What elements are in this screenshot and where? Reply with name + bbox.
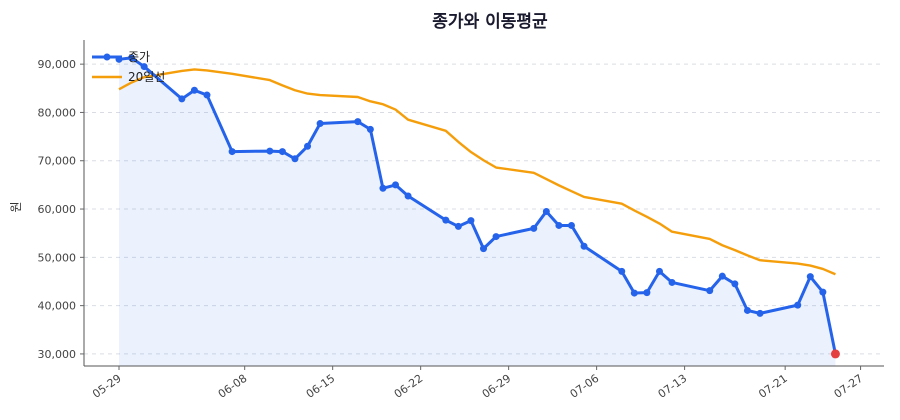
- y-tick-label: 30,000: [38, 348, 77, 361]
- close-point: [567, 221, 575, 229]
- y-tick-label: 80,000: [38, 106, 77, 119]
- close-point: [316, 120, 324, 128]
- close-point: [392, 181, 400, 189]
- close-point: [630, 289, 638, 297]
- x-tick-label: 07-21: [756, 372, 790, 401]
- close-point: [140, 63, 148, 71]
- close-point: [819, 288, 827, 296]
- legend: 종가 20일선: [92, 50, 165, 84]
- y-tick-label: 50,000: [38, 251, 77, 264]
- close-point: [806, 273, 814, 281]
- close-point: [228, 148, 236, 156]
- y-tick-label: 70,000: [38, 155, 77, 168]
- close-point: [128, 54, 136, 62]
- x-tick-label: 06-15: [304, 372, 338, 401]
- close-point: [492, 233, 500, 241]
- close-point: [618, 267, 626, 275]
- close-point: [178, 95, 186, 103]
- close-point: [354, 118, 362, 126]
- x-tick-label: 06-08: [216, 372, 250, 401]
- x-tick-label: 07-27: [832, 372, 866, 401]
- close-point: [404, 192, 412, 200]
- x-tick-label: 07-06: [568, 372, 602, 401]
- close-markers: [115, 54, 840, 359]
- close-point: [743, 306, 751, 314]
- close-point: [555, 221, 563, 229]
- close-point: [542, 207, 550, 215]
- x-tick-label: 05-29: [90, 372, 124, 401]
- close-point: [668, 278, 676, 286]
- x-tick-label: 07-13: [656, 372, 690, 401]
- close-area-fill: [119, 57, 836, 366]
- close-point: [706, 287, 714, 295]
- y-tick-label: 60,000: [38, 203, 77, 216]
- y-tick-label: 40,000: [38, 300, 77, 313]
- close-point: [454, 222, 462, 230]
- close-point: [203, 91, 211, 99]
- close-point: [304, 142, 312, 150]
- y-ticks: 30,000 40,000 50,000 60,000 70,000 80,000 90,0…: [38, 58, 84, 361]
- y-tick-label: 90,000: [38, 58, 77, 71]
- close-point: [643, 289, 651, 297]
- x-tick-label: 06-29: [480, 372, 514, 401]
- close-point: [190, 86, 198, 94]
- close-area: [119, 57, 836, 366]
- close-point: [467, 217, 475, 225]
- legend-label-ma20: 20일선: [128, 70, 165, 84]
- legend-marker-close: [103, 53, 111, 61]
- axes: [83, 40, 884, 367]
- close-point: [266, 147, 274, 155]
- close-point: [731, 280, 739, 288]
- close-point: [756, 309, 764, 317]
- close-point: [580, 242, 588, 250]
- series-line-ma20: [118, 68, 836, 276]
- x-ticks: 05-29 06-08 06-15 06-22 06-29 07-06 07-13 07-21…: [90, 366, 865, 401]
- close-point: [366, 125, 374, 133]
- close-point: [530, 224, 538, 232]
- close-point: [794, 301, 802, 309]
- close-point: [442, 216, 450, 224]
- y-axis-label: 원: [9, 201, 23, 212]
- close-last-point: [830, 349, 840, 359]
- close-point: [291, 155, 299, 163]
- close-point: [278, 148, 286, 156]
- legend-label-close: 종가: [128, 50, 150, 64]
- close-point: [655, 267, 663, 275]
- chart-title: 종가와 이동평균: [432, 12, 548, 32]
- close-point: [480, 245, 487, 253]
- x-tick-label: 06-22: [392, 372, 426, 401]
- close-point: [379, 184, 387, 192]
- close-point: [718, 272, 726, 280]
